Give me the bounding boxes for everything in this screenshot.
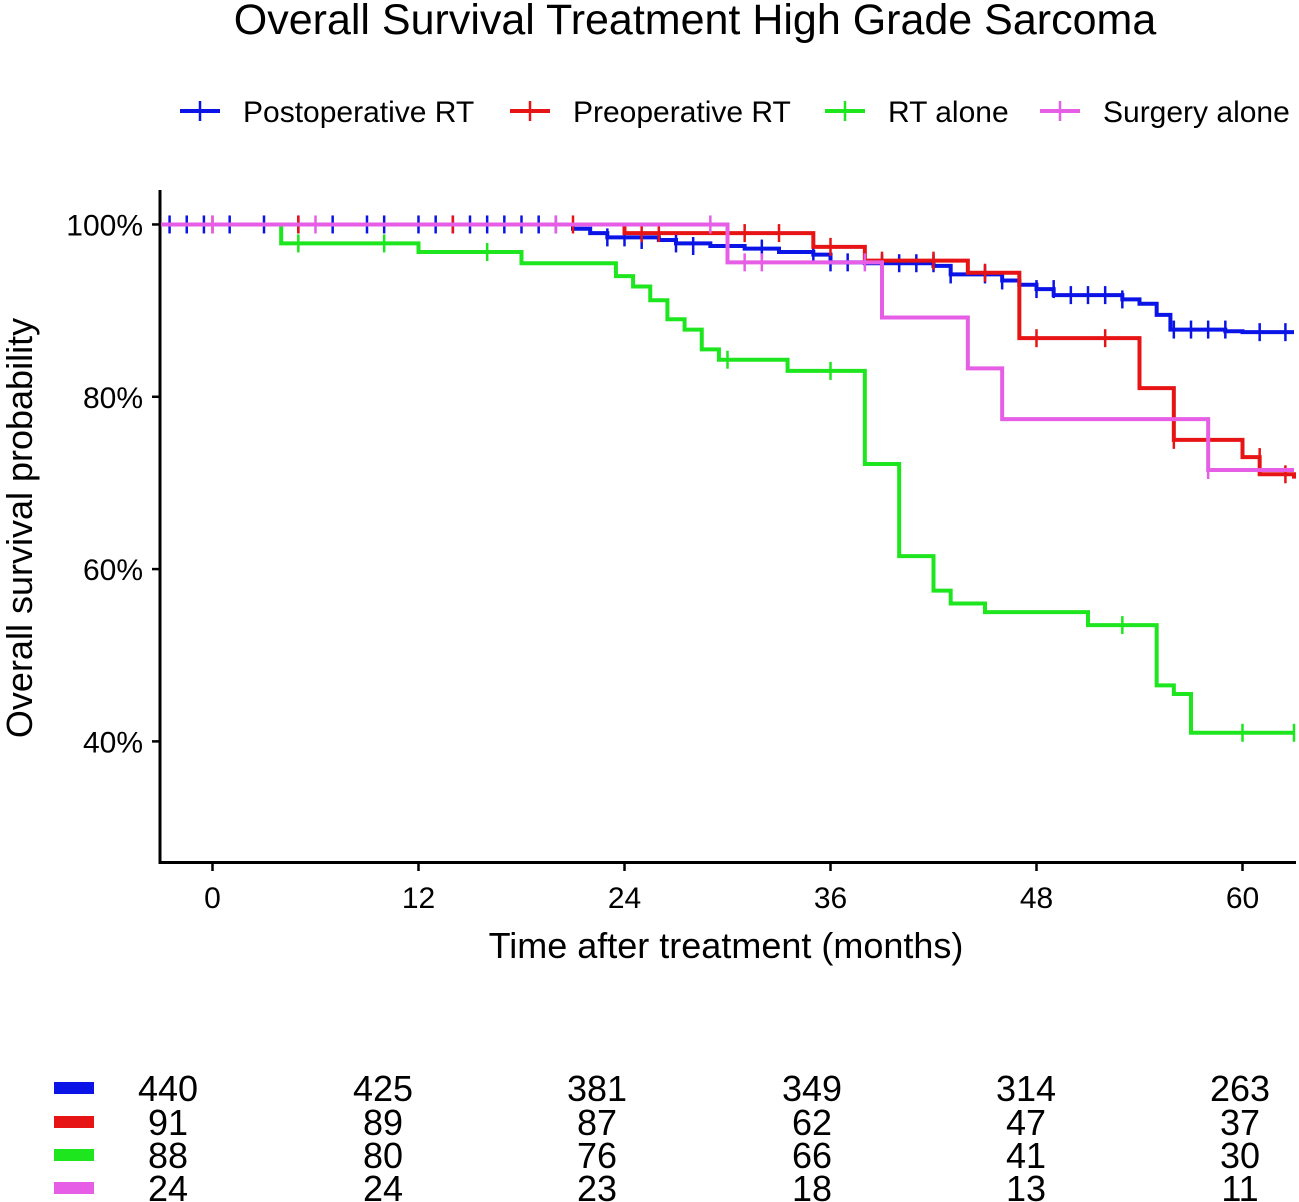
risk-count: 11 bbox=[1221, 1168, 1258, 1202]
risk-count: 24 bbox=[363, 1168, 403, 1202]
risk-count: 87 bbox=[577, 1102, 617, 1143]
curve-rt-alone bbox=[161, 222, 1294, 735]
risk-count: 89 bbox=[363, 1102, 403, 1143]
legend-label: RT alone bbox=[888, 96, 1009, 129]
legend-label: Surgery alone bbox=[1103, 96, 1290, 129]
y-tick-label: 100% bbox=[66, 209, 143, 242]
risk-row-color-key bbox=[54, 1182, 94, 1194]
risk-count: 314 bbox=[996, 1068, 1056, 1109]
risk-count: 30 bbox=[1220, 1135, 1260, 1176]
survival-curves bbox=[161, 215, 1296, 742]
risk-count: 62 bbox=[792, 1102, 832, 1143]
risk-count: 381 bbox=[567, 1068, 627, 1109]
legend-label: Postoperative RT bbox=[243, 96, 474, 129]
risk-count: 47 bbox=[1006, 1102, 1046, 1143]
legend: Postoperative RT Preoperative RT RT alone S… bbox=[180, 96, 1290, 129]
plot-area bbox=[158, 190, 1296, 864]
risk-count: 13 bbox=[1006, 1168, 1046, 1202]
risk-count: 349 bbox=[782, 1068, 842, 1109]
risk-row-rt-alone: 88 80 76 66 41 30 bbox=[54, 1135, 1260, 1176]
x-tick-label: 24 bbox=[608, 882, 641, 915]
y-tick-label: 80% bbox=[83, 382, 143, 415]
risk-row-color-key bbox=[54, 1082, 94, 1094]
risk-count: 425 bbox=[353, 1068, 413, 1109]
risk-count: 76 bbox=[577, 1135, 617, 1176]
legend-label: Preoperative RT bbox=[573, 96, 791, 129]
y-tick-label: 60% bbox=[83, 554, 143, 587]
y-tick-label: 40% bbox=[83, 726, 143, 759]
risk-row-color-key bbox=[54, 1149, 94, 1161]
x-tick-label: 60 bbox=[1226, 882, 1259, 915]
risk-row-surgery-alone: 24 24 23 18 13 11 bbox=[54, 1168, 1259, 1202]
risk-count: 440 bbox=[138, 1068, 198, 1109]
legend-item-surgery-alone: Surgery alone bbox=[1040, 96, 1290, 129]
x-tick-label: 12 bbox=[402, 882, 435, 915]
curve-surgery-alone bbox=[161, 222, 1294, 472]
risk-row-preoperative-rt: 91 89 87 62 47 37 bbox=[54, 1102, 1260, 1143]
x-tick-label: 36 bbox=[814, 882, 847, 915]
legend-item-preoperative-rt: Preoperative RT bbox=[510, 96, 791, 129]
risk-count: 37 bbox=[1220, 1102, 1260, 1143]
x-axis-ticks: 0 12 24 36 48 60 bbox=[204, 863, 1259, 915]
risk-count: 24 bbox=[148, 1168, 188, 1202]
y-axis-label: Overall survival probability bbox=[0, 318, 40, 738]
risk-count: 23 bbox=[577, 1168, 617, 1202]
risk-count: 263 bbox=[1210, 1068, 1270, 1109]
risk-row-postoperative-rt: 440 425 381 349 314 263 bbox=[54, 1068, 1270, 1109]
risk-table: 440 425 381 349 314 263 91 89 87 62 47 37 88 80 76 66 41… bbox=[54, 1068, 1270, 1202]
risk-row-color-key bbox=[54, 1116, 94, 1128]
x-tick-label: 48 bbox=[1020, 882, 1053, 915]
risk-count: 41 bbox=[1006, 1135, 1046, 1176]
y-axis-ticks: 40% 60% 80% 100% bbox=[66, 209, 160, 759]
chart-title: Overall Survival Treatment High Grade Sa… bbox=[234, 0, 1157, 44]
x-tick-label: 0 bbox=[204, 882, 221, 915]
legend-item-postoperative-rt: Postoperative RT bbox=[180, 96, 474, 129]
risk-count: 66 bbox=[792, 1135, 832, 1176]
curve-preoperative-rt bbox=[161, 222, 1296, 479]
risk-count: 88 bbox=[148, 1135, 188, 1176]
legend-item-rt-alone: RT alone bbox=[825, 96, 1009, 129]
risk-count: 91 bbox=[148, 1102, 188, 1143]
x-axis-label: Time after treatment (months) bbox=[489, 925, 964, 966]
risk-count: 18 bbox=[792, 1168, 832, 1202]
risk-count: 80 bbox=[363, 1135, 403, 1176]
